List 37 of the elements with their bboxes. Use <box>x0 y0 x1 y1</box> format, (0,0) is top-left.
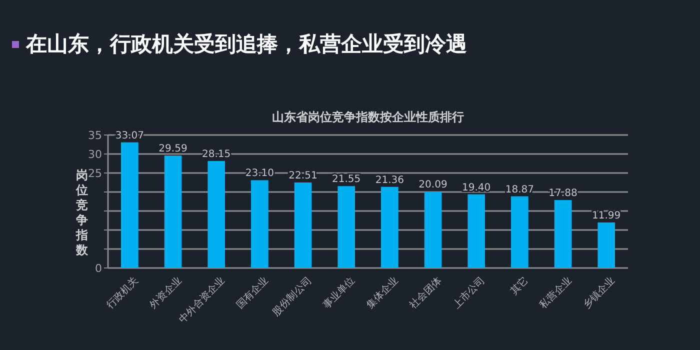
x-tick-label: 集体企业 <box>364 274 401 312</box>
x-tick-label: 上市公司 <box>450 274 488 312</box>
data-label: 20.09 <box>418 180 448 191</box>
data-label: 22.51 <box>288 170 318 182</box>
bar <box>511 196 528 268</box>
data-label: 21.36 <box>375 174 404 186</box>
bar <box>164 156 182 268</box>
y-tick-label: 25 <box>88 166 102 180</box>
x-tick-label: 外资企业 <box>147 274 184 312</box>
x-tick-label: 其它 <box>508 274 531 298</box>
chart-title: 在山东，行政机关受到追捧，私营企业受到冷遇 <box>25 32 467 56</box>
bar <box>251 180 268 268</box>
bar <box>468 194 485 268</box>
bar <box>338 186 355 268</box>
y-tick-label: 30 <box>88 148 102 161</box>
bar <box>554 200 572 268</box>
x-tick-label: 私营企业 <box>537 274 574 312</box>
data-label: 29.59 <box>158 144 188 155</box>
x-tick-label: 社会团体 <box>407 274 444 312</box>
data-label: 19.40 <box>462 182 491 194</box>
x-tick-label: 事业单位 <box>320 274 358 312</box>
data-label: 11.99 <box>592 210 621 222</box>
data-label: 21.55 <box>332 174 361 186</box>
y-tick-label: 0 <box>95 262 102 275</box>
chart-subtitle: 山东省岗位竞争指数按企业性质排行 <box>272 110 464 124</box>
y-axis-title: 岗位竞争指数 <box>75 168 89 257</box>
x-tick-label: 行政机关 <box>104 274 141 312</box>
bar <box>121 142 138 268</box>
bar <box>598 222 615 268</box>
bar <box>208 161 225 268</box>
bar <box>381 186 398 268</box>
bar <box>424 192 442 268</box>
y-tick-label: 35 <box>88 128 102 142</box>
x-tick-label: 乡镇企业 <box>580 274 618 312</box>
x-tick-label: 股份制公司 <box>270 274 314 318</box>
x-tick-label: 国有企业 <box>234 274 271 312</box>
bar <box>294 182 312 268</box>
